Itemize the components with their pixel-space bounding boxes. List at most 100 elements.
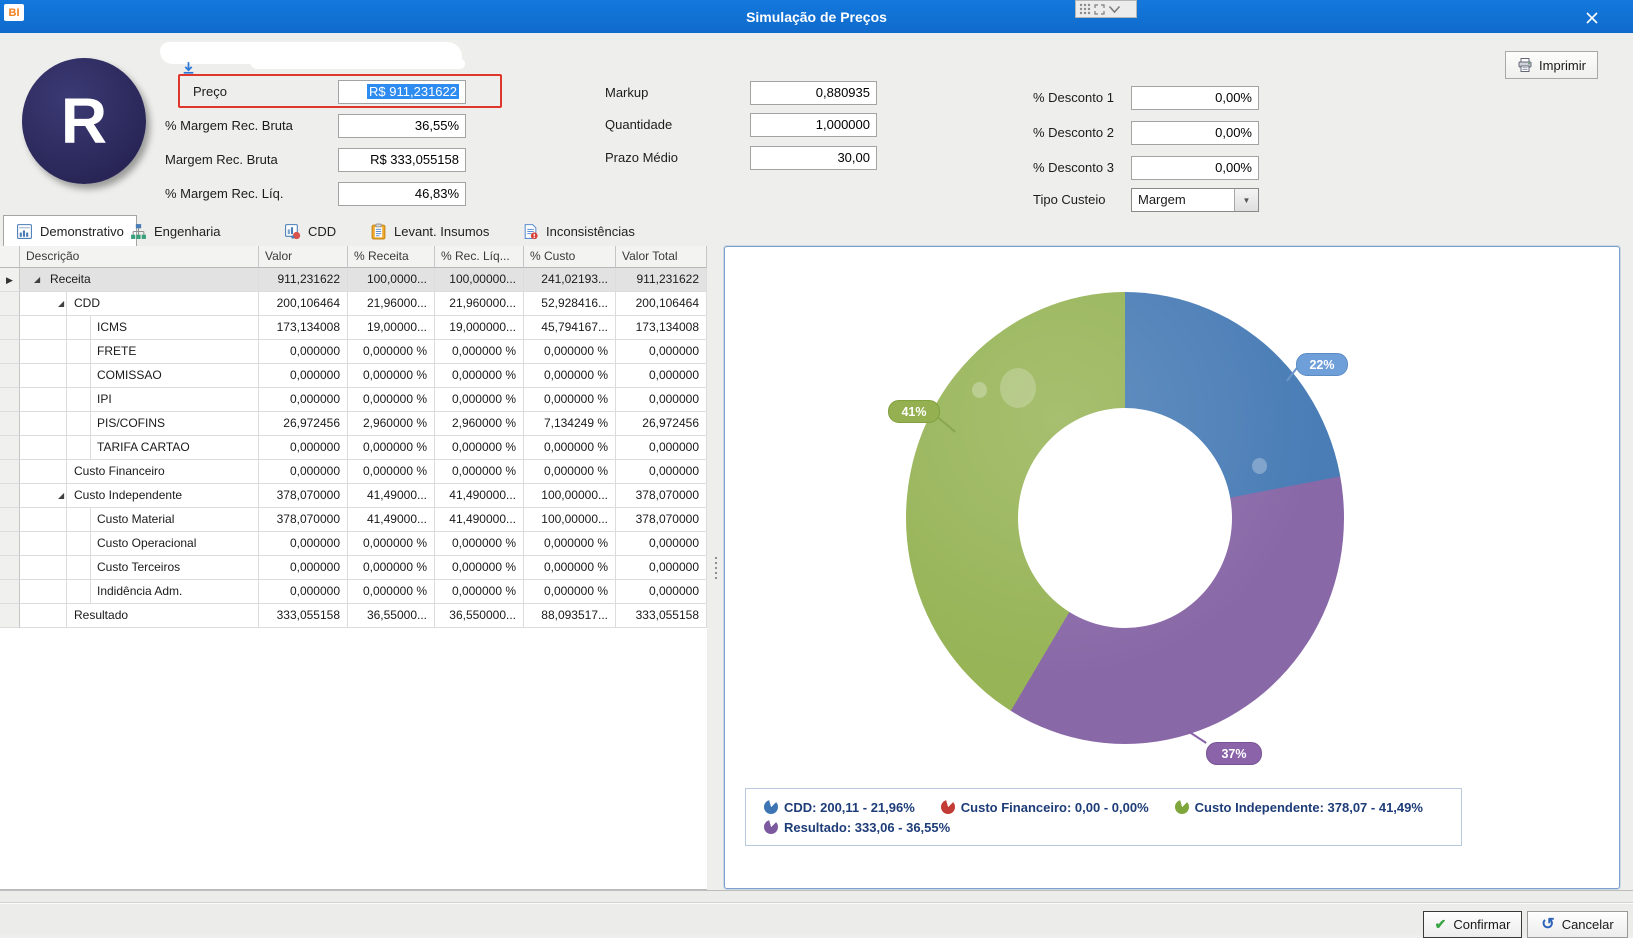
tab-cdd[interactable]: CDD bbox=[272, 217, 348, 246]
form-row: % Margem Rec. Líq. 46,83% bbox=[165, 182, 466, 206]
cell-value: 21,960000... bbox=[435, 292, 524, 316]
field-input[interactable]: R$ 911,231622 bbox=[338, 80, 466, 104]
tree-guide bbox=[90, 388, 91, 411]
cell-value: 378,070000 bbox=[259, 508, 348, 532]
row-indicator bbox=[0, 292, 20, 316]
cell-value: 100,00000... bbox=[435, 268, 524, 292]
table-header-cell[interactable]: % Custo bbox=[524, 246, 616, 268]
callout-pill-resultado: 37% bbox=[1206, 742, 1262, 765]
table-row[interactable]: Resultado 333,055158 36,55000... 36,550000.… bbox=[0, 604, 707, 628]
cell-value: 45,794167... bbox=[524, 316, 616, 340]
tree-guide bbox=[90, 340, 91, 363]
table-row[interactable]: Custo Terceiros 0,000000 0,000000 % 0,00000… bbox=[0, 556, 707, 580]
table-row[interactable]: Custo Material 378,070000 41,49000... 41,49… bbox=[0, 508, 707, 532]
cell-value: 0,000000 bbox=[616, 388, 707, 412]
table-row[interactable]: ◢ Custo Independente 378,070000 41,49000...… bbox=[0, 484, 707, 508]
cell-value: 0,000000 % bbox=[524, 556, 616, 580]
expand-icon[interactable] bbox=[1094, 3, 1105, 15]
tipo-custeio-select[interactable]: Margem ▼ bbox=[1131, 188, 1259, 212]
expand-icon[interactable]: ◢ bbox=[58, 299, 65, 308]
table-row[interactable]: TARIFA CARTAO 0,000000 0,000000 % 0,000000 … bbox=[0, 436, 707, 460]
legend-marker bbox=[764, 800, 778, 814]
cell-value: 0,000000 bbox=[616, 556, 707, 580]
cell-value: 100,00000... bbox=[524, 484, 616, 508]
table-row[interactable]: COMISSAO 0,000000 0,000000 % 0,000000 % 0,00… bbox=[0, 364, 707, 388]
tab-inconsist-ncias[interactable]: Inconsistências bbox=[510, 217, 647, 246]
form-row: Preço R$ 911,231622 bbox=[165, 80, 466, 104]
table-row[interactable]: Custo Operacional 0,000000 0,000000 % 0,000… bbox=[0, 532, 707, 556]
cell-descricao: FRETE bbox=[20, 340, 259, 364]
field-input[interactable]: 0,00% bbox=[1131, 86, 1259, 110]
table-row[interactable]: PIS/COFINS 26,972456 2,960000 % 2,960000 % 7… bbox=[0, 412, 707, 436]
cell-value: 0,000000 % bbox=[524, 364, 616, 388]
tab-levant-insumos[interactable]: Levant. Insumos bbox=[358, 217, 501, 246]
cell-value: 0,000000 bbox=[259, 556, 348, 580]
cell-descricao: Custo Financeiro bbox=[20, 460, 259, 484]
legend-text: Resultado: 333,06 - 36,55% bbox=[784, 819, 951, 835]
field-input[interactable]: 1,000000 bbox=[750, 113, 877, 137]
row-label: TARIFA CARTAO bbox=[97, 440, 190, 454]
row-label: ICMS bbox=[97, 320, 127, 334]
undo-icon: ↺ bbox=[1541, 915, 1555, 933]
cell-value: 0,000000 bbox=[616, 436, 707, 460]
confirmar-button[interactable]: ✔ Confirmar bbox=[1423, 911, 1522, 938]
row-indicator: ▶ bbox=[0, 268, 20, 292]
table-row[interactable]: Indidência Adm. 0,000000 0,000000 % 0,00000… bbox=[0, 580, 707, 604]
close-button[interactable] bbox=[1580, 8, 1604, 28]
table-header-cell[interactable]: % Receita bbox=[348, 246, 435, 268]
row-indicator bbox=[0, 580, 20, 604]
cell-value: 0,000000 bbox=[616, 340, 707, 364]
tree-guide bbox=[66, 484, 67, 507]
field-input[interactable]: R$ 333,055158 bbox=[338, 148, 466, 172]
cell-value: 333,055158 bbox=[616, 604, 707, 628]
cancelar-button[interactable]: ↺ Cancelar bbox=[1527, 911, 1628, 938]
cell-descricao: Indidência Adm. bbox=[20, 580, 259, 604]
table-row[interactable]: ICMS 173,134008 19,00000... 19,000000... 45,… bbox=[0, 316, 707, 340]
table-header-cell[interactable]: Valor bbox=[259, 246, 348, 268]
cell-value: 88,093517... bbox=[524, 604, 616, 628]
field-input[interactable]: 0,00% bbox=[1131, 156, 1259, 180]
cell-value: 0,000000 bbox=[616, 532, 707, 556]
field-input[interactable]: 0,00% bbox=[1131, 121, 1259, 145]
table-row[interactable]: Custo Financeiro 0,000000 0,000000 % 0,0000… bbox=[0, 460, 707, 484]
table-header-cell[interactable]: % Rec. Líq... bbox=[435, 246, 524, 268]
table-row[interactable]: ▶ ◢ Receita 911,231622 100,0000... 100,00000.… bbox=[0, 268, 707, 292]
table-row[interactable]: ◢ CDD 200,106464 21,96000... 21,960000... 52,… bbox=[0, 292, 707, 316]
tab-engenharia[interactable]: Engenharia bbox=[118, 217, 233, 246]
chevron-down-icon[interactable] bbox=[1108, 5, 1121, 14]
cell-value: 378,070000 bbox=[616, 508, 707, 532]
combo-caret-icon[interactable]: ▼ bbox=[1234, 189, 1258, 211]
callout-pill-cdd: 22% bbox=[1296, 353, 1348, 376]
field-input[interactable]: 36,55% bbox=[338, 114, 466, 138]
field-label: Tipo Custeio bbox=[1033, 192, 1106, 207]
table-row[interactable]: IPI 0,000000 0,000000 % 0,000000 % 0,000000 … bbox=[0, 388, 707, 412]
imprimir-button[interactable]: Imprimir bbox=[1505, 51, 1598, 79]
expand-icon[interactable]: ◢ bbox=[34, 275, 41, 284]
table-row[interactable]: FRETE 0,000000 0,000000 % 0,000000 % 0,00000… bbox=[0, 340, 707, 364]
expand-icon[interactable]: ◢ bbox=[58, 491, 65, 500]
cancelar-label: Cancelar bbox=[1561, 917, 1614, 932]
row-indicator bbox=[0, 388, 20, 412]
legend-marker bbox=[764, 820, 778, 834]
row-label: Custo Independente bbox=[74, 488, 183, 502]
cell-value: 2,960000 % bbox=[435, 412, 524, 436]
form-row: Markup 0,880935 bbox=[605, 81, 877, 105]
tree-guide bbox=[90, 532, 91, 555]
chart-legend: CDD: 200,11 - 21,96% Custo Financeiro: 0,… bbox=[745, 788, 1462, 846]
row-label: Custo Operacional bbox=[97, 536, 197, 550]
tab-demonstrativo[interactable]: Demonstrativo bbox=[3, 215, 137, 246]
table-header-cell[interactable]: Valor Total bbox=[616, 246, 707, 268]
field-input[interactable]: 0,880935 bbox=[750, 81, 877, 105]
titlebar-widget[interactable] bbox=[1075, 0, 1137, 18]
field-input[interactable]: 30,00 bbox=[750, 146, 877, 170]
cell-value: 0,000000 bbox=[616, 460, 707, 484]
cell-descricao: Custo Operacional bbox=[20, 532, 259, 556]
row-indicator bbox=[0, 436, 20, 460]
legend-text: Custo Independente: 378,07 - 41,49% bbox=[1194, 799, 1423, 815]
pane-splitter[interactable] bbox=[707, 246, 724, 890]
field-input[interactable]: 46,83% bbox=[338, 182, 466, 206]
table-header-cell[interactable]: Descrição bbox=[20, 246, 259, 268]
titlebar: Simulação de Preços bbox=[0, 0, 1633, 33]
grid-dots-icon[interactable] bbox=[1079, 3, 1091, 15]
donut-shine bbox=[1252, 458, 1267, 474]
